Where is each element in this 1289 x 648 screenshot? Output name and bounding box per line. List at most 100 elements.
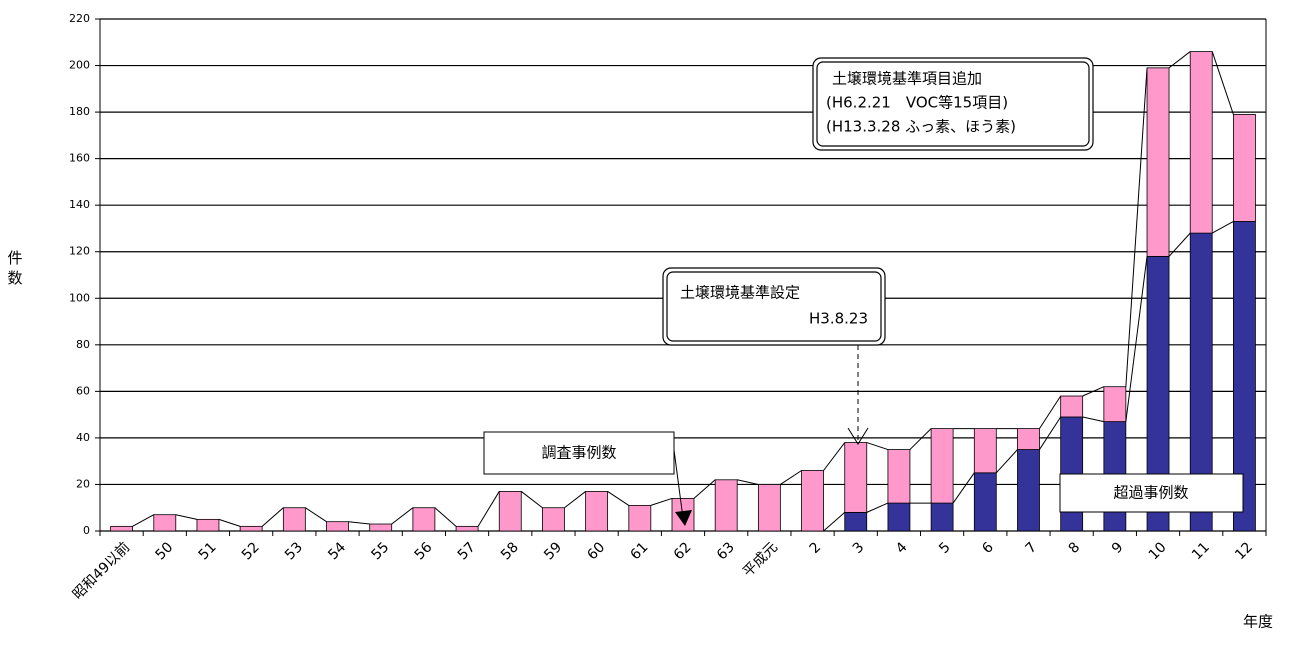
connector xyxy=(866,502,889,513)
bar-segment xyxy=(887,502,911,532)
x-tick-label: 58 xyxy=(498,539,522,563)
connector xyxy=(305,507,327,523)
connector xyxy=(391,507,414,525)
annotation-arrowhead xyxy=(847,427,869,445)
x-tick-label: 平成元 xyxy=(740,539,781,580)
y-tick-label: 120 xyxy=(69,245,90,258)
annotation-text: (H13.3.28 ふっ素、ほう素) xyxy=(826,118,1016,136)
y-tick-label: 80 xyxy=(76,338,90,351)
y-tick-label: 200 xyxy=(69,59,90,72)
bar-segment xyxy=(801,470,824,532)
connector xyxy=(1211,221,1234,234)
x-tick-label: 9 xyxy=(1109,539,1127,557)
connector xyxy=(650,497,673,506)
connector xyxy=(607,491,630,506)
x-tick-label: 8 xyxy=(1066,539,1084,557)
connector xyxy=(823,442,846,471)
x-tick-label: 2 xyxy=(807,539,825,557)
connector xyxy=(1039,416,1062,450)
y-tick-label: 100 xyxy=(69,291,90,304)
annotation-box-inner xyxy=(666,271,882,342)
x-tick-label: 3 xyxy=(850,539,868,557)
y-tick-label: 60 xyxy=(76,384,90,397)
x-tick-label: 6 xyxy=(979,539,997,557)
legend-pointer-head xyxy=(675,510,692,526)
bar-segment xyxy=(887,449,911,504)
bar-segment xyxy=(1017,449,1040,532)
connector xyxy=(564,491,586,509)
legend-label: 超過事例数 xyxy=(1113,484,1188,502)
y-tick-label: 40 xyxy=(76,431,90,444)
legend-box xyxy=(1059,473,1244,513)
bar-segment xyxy=(1146,67,1170,257)
y-tick-label: 220 xyxy=(69,12,90,25)
connector xyxy=(218,518,241,527)
bar-segment xyxy=(455,525,479,532)
annotation-box xyxy=(812,57,1094,151)
x-tick-label: 5 xyxy=(936,539,954,557)
legend-box xyxy=(483,431,675,475)
x-tick-label: 52 xyxy=(239,539,263,563)
connector xyxy=(520,491,543,509)
connector xyxy=(693,479,716,499)
x-tick-label: 4 xyxy=(893,539,911,557)
bar-segment xyxy=(239,525,263,532)
y-tick-label: 0 xyxy=(83,524,90,537)
x-tick-label: 60 xyxy=(584,539,608,563)
connector xyxy=(1168,232,1191,257)
connector xyxy=(952,472,975,504)
y-axis-label: 件数 xyxy=(7,249,22,287)
connector xyxy=(1125,256,1148,422)
connector xyxy=(477,491,500,527)
x-tick-label: 61 xyxy=(628,539,652,563)
bar-segment xyxy=(930,502,954,532)
legend-pointer xyxy=(673,449,684,519)
bar-segment xyxy=(542,507,565,532)
bar-segment xyxy=(369,523,393,532)
x-tick-label: 59 xyxy=(541,539,565,563)
connector xyxy=(780,470,802,485)
annotation-box xyxy=(662,267,886,346)
x-axis-label: 年度 xyxy=(1243,613,1273,631)
bar-segment xyxy=(196,518,220,532)
y-tick-label: 20 xyxy=(76,477,90,490)
connector xyxy=(737,479,759,485)
annotation-text: H3.8.23 xyxy=(809,310,868,328)
connector xyxy=(1082,416,1104,423)
bar-segment xyxy=(973,428,997,474)
bar-segment xyxy=(412,507,436,532)
bar-segment xyxy=(844,511,868,532)
x-tick-label: 12 xyxy=(1232,539,1256,563)
connector xyxy=(175,514,198,520)
annotation-box-inner xyxy=(816,61,1090,147)
connector xyxy=(1168,51,1191,69)
legend-label: 調査事例数 xyxy=(541,444,616,462)
annotation-text: (H6.2.21 VOC等15項目) xyxy=(826,94,1008,112)
y-tick-label: 180 xyxy=(69,105,90,118)
bar-segment xyxy=(973,472,997,532)
connector xyxy=(1082,386,1105,397)
x-tick-label: 昭和49以前 xyxy=(69,539,133,603)
bar-segment xyxy=(1103,386,1127,423)
connector xyxy=(1211,51,1234,115)
x-tick-label: 10 xyxy=(1146,539,1170,563)
bar-segment xyxy=(714,479,738,532)
bar-segment xyxy=(1060,395,1084,418)
y-tick-label: 140 xyxy=(69,198,90,211)
bar-segment xyxy=(585,491,609,532)
connector xyxy=(132,514,155,527)
bar-segment xyxy=(282,507,306,532)
connector xyxy=(866,442,889,451)
bar-segment xyxy=(844,442,868,513)
y-tick-label: 160 xyxy=(69,152,90,165)
connector xyxy=(909,428,932,450)
x-tick-label: 63 xyxy=(714,539,738,563)
bar-segment xyxy=(1189,51,1213,234)
x-tick-label: 7 xyxy=(1023,539,1041,557)
x-tick-label: 53 xyxy=(282,539,306,563)
x-tick-label: 54 xyxy=(325,539,349,563)
bar-segment xyxy=(930,428,954,504)
bar-segment xyxy=(1233,114,1256,222)
bar-segment xyxy=(757,484,781,532)
